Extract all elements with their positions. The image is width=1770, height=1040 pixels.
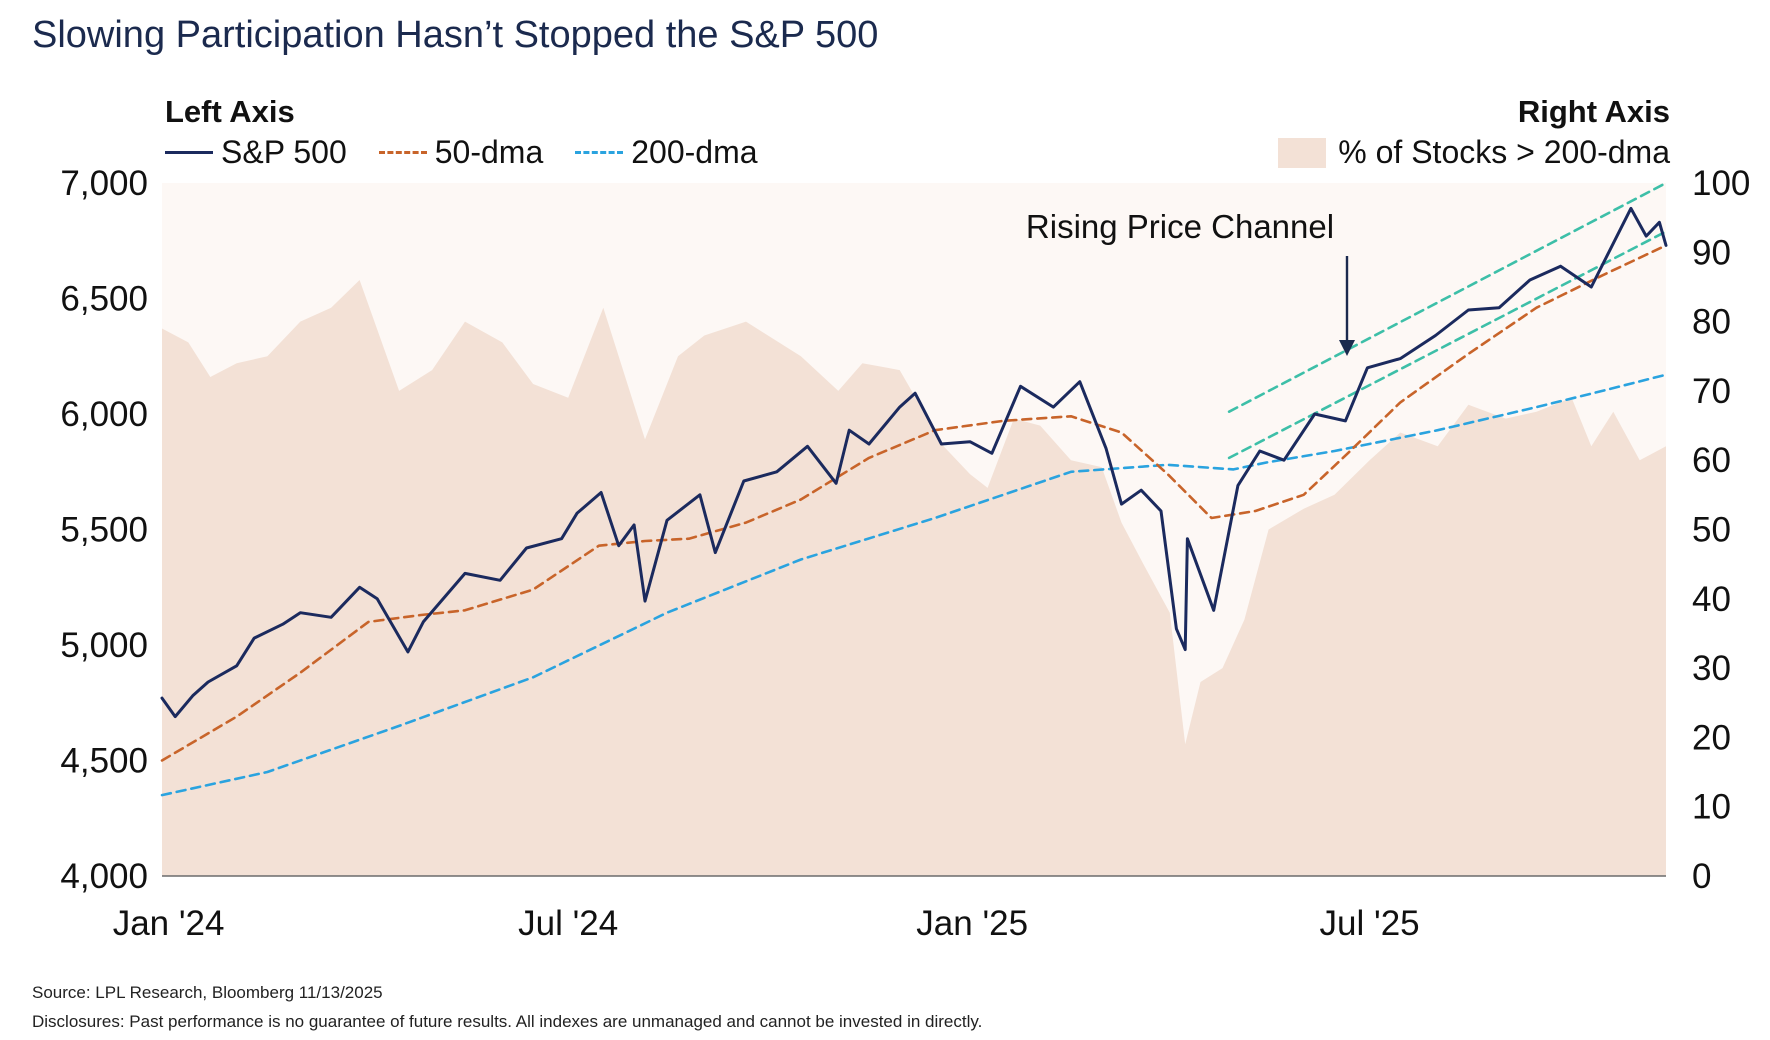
source-note: Source: LPL Research, Bloomberg 11/13/20… — [32, 983, 383, 1002]
y-right-tick-label: 40 — [1692, 580, 1731, 619]
series-area-pct-above-200dma — [162, 280, 1666, 876]
legend-item-pct-above: % of Stocks > 200-dma — [1278, 134, 1670, 171]
legend-item-sp500: S&P 500 — [165, 134, 347, 171]
x-tick-label: Jul '24 — [518, 904, 618, 943]
legend-left: S&P 500 50-dma 200-dma — [165, 134, 790, 171]
y-left-tick-label: 4,500 — [60, 742, 148, 781]
legend-label-50dma: 50-dma — [434, 134, 544, 170]
y-right-tick-label: 100 — [1692, 164, 1750, 203]
y-left-tick-label: 4,000 — [60, 857, 148, 896]
annotation-label: Rising Price Channel — [1026, 208, 1334, 245]
y-left-tick-label: 6,500 — [60, 280, 148, 319]
y-left-tick-label: 5,500 — [60, 511, 148, 550]
left-axis-heading: Left Axis — [165, 94, 295, 129]
y-right-tick-label: 60 — [1692, 441, 1731, 480]
y-right-tick-label: 0 — [1692, 857, 1711, 896]
legend-item-200dma: 200-dma — [575, 134, 758, 171]
legend-item-50dma: 50-dma — [378, 134, 544, 171]
x-tick-label: Jan '25 — [916, 904, 1028, 943]
legend-right: % of Stocks > 200-dma — [1278, 134, 1670, 171]
y-left-tick-label: 5,000 — [60, 626, 148, 665]
legend-label-sp500: S&P 500 — [221, 134, 347, 170]
y-left-tick-label: 7,000 — [60, 164, 148, 203]
page-title: Slowing Participation Hasn’t Stopped the… — [32, 14, 879, 56]
annotation-arrow-head — [1339, 340, 1355, 356]
channel-line-upper — [1227, 181, 1668, 413]
x-tick-label: Jul '25 — [1320, 904, 1420, 943]
x-tick-label: Jan '24 — [113, 904, 225, 943]
right-axis-heading: Right Axis — [1517, 94, 1670, 129]
y-right-tick-label: 20 — [1692, 718, 1731, 757]
legend-swatch-200dma — [575, 151, 624, 154]
y-right-tick-label: 80 — [1692, 303, 1731, 342]
y-right-tick-label: 90 — [1692, 233, 1731, 272]
series-line-200dma — [160, 373, 1668, 797]
y-right-tick-label: 10 — [1692, 788, 1731, 827]
y-right-tick-label: 50 — [1692, 511, 1731, 550]
y-right-tick-label: 30 — [1692, 649, 1731, 688]
y-left-tick-label: 6,000 — [60, 395, 148, 434]
legend-swatch-sp500 — [165, 151, 213, 154]
legend-swatch-50dma — [378, 151, 427, 154]
legend-label-200dma: 200-dma — [631, 134, 758, 170]
y-right-tick-label: 70 — [1692, 372, 1731, 411]
legend-label-pct-above: % of Stocks > 200-dma — [1338, 134, 1670, 170]
series-line-sp500 — [160, 206, 1668, 719]
legend-swatch-pct-above — [1278, 137, 1327, 168]
disclosure-note: Disclosures: Past performance is no guar… — [32, 1012, 983, 1031]
channel-line-lower — [1227, 230, 1668, 460]
